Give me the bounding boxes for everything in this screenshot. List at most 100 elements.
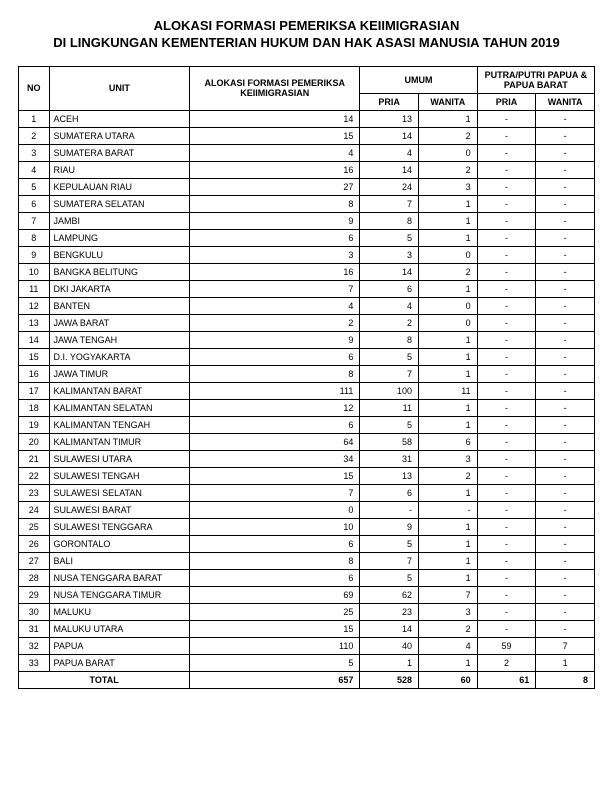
- cell-alloc: 6: [190, 569, 360, 586]
- cell-no: 32: [19, 637, 50, 654]
- header-papua: PUTRA/PUTRI PAPUA & PAPUA BARAT: [477, 66, 594, 93]
- cell-umum-wanita: 1: [419, 331, 478, 348]
- cell-umum-pria: 7: [360, 365, 419, 382]
- header-umum: UMUM: [360, 66, 477, 93]
- cell-papua-wanita: -: [536, 416, 595, 433]
- cell-unit: PAPUA BARAT: [49, 654, 190, 671]
- cell-papua-wanita: -: [536, 195, 595, 212]
- cell-papua-pria: -: [477, 314, 536, 331]
- cell-umum-pria: 13: [360, 110, 419, 127]
- cell-papua-pria: -: [477, 501, 536, 518]
- cell-no: 17: [19, 382, 50, 399]
- cell-no: 27: [19, 552, 50, 569]
- cell-umum-pria: 14: [360, 127, 419, 144]
- cell-papua-wanita: -: [536, 552, 595, 569]
- cell-papua-pria: -: [477, 331, 536, 348]
- table-row: 30MALUKU25233--: [19, 603, 595, 620]
- cell-no: 19: [19, 416, 50, 433]
- cell-papua-wanita: -: [536, 280, 595, 297]
- cell-papua-wanita: -: [536, 161, 595, 178]
- cell-papua-pria: -: [477, 518, 536, 535]
- cell-alloc: 16: [190, 263, 360, 280]
- cell-no: 7: [19, 212, 50, 229]
- cell-no: 21: [19, 450, 50, 467]
- cell-umum-wanita: 2: [419, 620, 478, 637]
- page-title: ALOKASI FORMASI PEMERIKSA KEIIMIGRASIAN …: [18, 18, 595, 52]
- cell-umum-pria: 14: [360, 620, 419, 637]
- cell-no: 25: [19, 518, 50, 535]
- cell-unit: NUSA TENGGARA BARAT: [49, 569, 190, 586]
- cell-umum-wanita: 1: [419, 535, 478, 552]
- cell-papua-pria: -: [477, 620, 536, 637]
- cell-umum-wanita: 1: [419, 212, 478, 229]
- table-row: 13JAWA BARAT220--: [19, 314, 595, 331]
- cell-unit: D.I. YOGYAKARTA: [49, 348, 190, 365]
- header-no: NO: [19, 66, 50, 110]
- cell-papua-pria: -: [477, 263, 536, 280]
- cell-papua-wanita: -: [536, 178, 595, 195]
- table-row: 24SULAWESI BARAT0----: [19, 501, 595, 518]
- cell-papua-wanita: -: [536, 297, 595, 314]
- table-row: 4RIAU16142--: [19, 161, 595, 178]
- total-pp: 61: [477, 671, 536, 688]
- cell-alloc: 6: [190, 229, 360, 246]
- cell-unit: JAMBI: [49, 212, 190, 229]
- cell-umum-pria: 62: [360, 586, 419, 603]
- cell-papua-wanita: -: [536, 127, 595, 144]
- cell-umum-pria: 4: [360, 144, 419, 161]
- cell-umum-pria: 3: [360, 246, 419, 263]
- cell-umum-wanita: 3: [419, 450, 478, 467]
- cell-alloc: 10: [190, 518, 360, 535]
- cell-papua-pria: -: [477, 178, 536, 195]
- cell-umum-pria: -: [360, 501, 419, 518]
- cell-umum-wanita: 1: [419, 552, 478, 569]
- cell-umum-wanita: 1: [419, 654, 478, 671]
- cell-no: 18: [19, 399, 50, 416]
- cell-no: 30: [19, 603, 50, 620]
- cell-no: 33: [19, 654, 50, 671]
- total-up: 528: [360, 671, 419, 688]
- cell-papua-wanita: -: [536, 518, 595, 535]
- cell-umum-wanita: 1: [419, 399, 478, 416]
- cell-alloc: 6: [190, 535, 360, 552]
- table-row: 2SUMATERA UTARA15142--: [19, 127, 595, 144]
- cell-umum-pria: 13: [360, 467, 419, 484]
- table-row: 23SULAWESI SELATAN761--: [19, 484, 595, 501]
- cell-unit: KALIMANTAN TENGAH: [49, 416, 190, 433]
- cell-umum-pria: 4: [360, 297, 419, 314]
- cell-umum-pria: 31: [360, 450, 419, 467]
- cell-papua-pria: -: [477, 399, 536, 416]
- cell-papua-wanita: -: [536, 382, 595, 399]
- cell-papua-pria: 59: [477, 637, 536, 654]
- total-pw: 8: [536, 671, 595, 688]
- cell-alloc: 16: [190, 161, 360, 178]
- table-row: 21SULAWESI UTARA34313--: [19, 450, 595, 467]
- cell-unit: SUMATERA BARAT: [49, 144, 190, 161]
- table-row: 32PAPUA110404597: [19, 637, 595, 654]
- table-row: 29NUSA TENGGARA TIMUR69627--: [19, 586, 595, 603]
- cell-papua-wanita: -: [536, 433, 595, 450]
- cell-papua-pria: -: [477, 161, 536, 178]
- cell-papua-pria: -: [477, 246, 536, 263]
- table-row: 22SULAWESI TENGAH15132--: [19, 467, 595, 484]
- cell-umum-pria: 7: [360, 552, 419, 569]
- cell-alloc: 111: [190, 382, 360, 399]
- cell-papua-wanita: -: [536, 399, 595, 416]
- table-body: 1ACEH14131--2SUMATERA UTARA15142--3SUMAT…: [19, 110, 595, 671]
- table-row: 15D.I. YOGYAKARTA651--: [19, 348, 595, 365]
- cell-alloc: 14: [190, 110, 360, 127]
- table-row: 16JAWA TIMUR871--: [19, 365, 595, 382]
- cell-umum-wanita: 0: [419, 297, 478, 314]
- cell-papua-wanita: -: [536, 365, 595, 382]
- cell-papua-wanita: -: [536, 569, 595, 586]
- cell-no: 24: [19, 501, 50, 518]
- cell-no: 8: [19, 229, 50, 246]
- cell-unit: BENGKULU: [49, 246, 190, 263]
- cell-no: 20: [19, 433, 50, 450]
- table-row: 18KALIMANTAN SELATAN12111--: [19, 399, 595, 416]
- cell-no: 14: [19, 331, 50, 348]
- cell-papua-pria: -: [477, 144, 536, 161]
- table-row: 33PAPUA BARAT51121: [19, 654, 595, 671]
- cell-umum-pria: 14: [360, 263, 419, 280]
- table-row: 31MALUKU UTARA15142--: [19, 620, 595, 637]
